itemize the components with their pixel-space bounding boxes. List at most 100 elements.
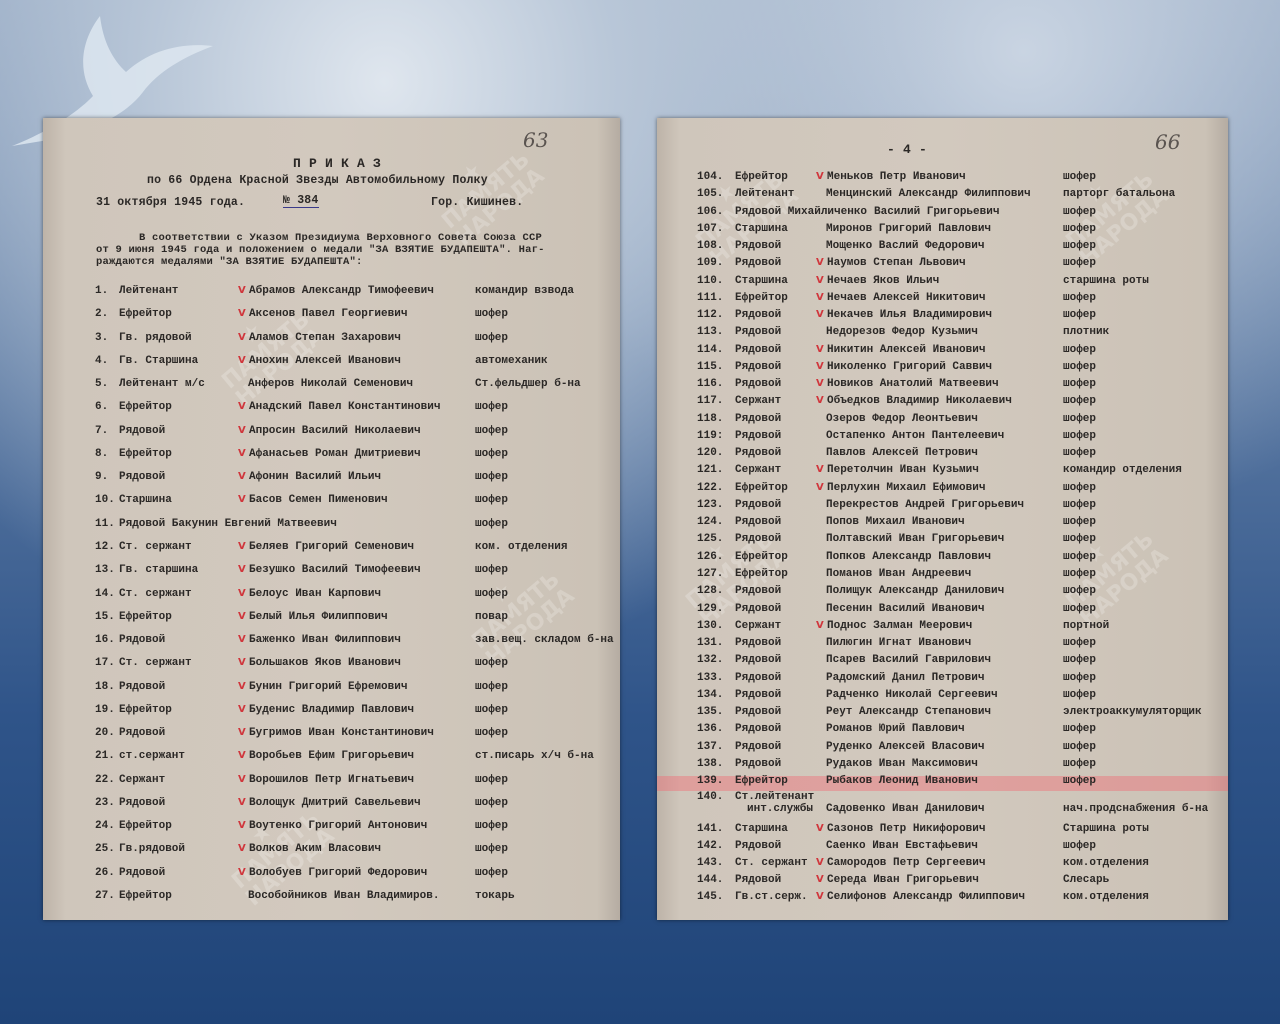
row-position: шофер	[475, 657, 509, 670]
row-number: 122.	[697, 481, 724, 494]
table-row: 144. Рядовой Середа Иван Григорьевич Слесар…	[657, 874, 1228, 892]
red-checkmark-icon: V	[238, 354, 246, 366]
row-number: 26.	[95, 866, 115, 879]
row-name: Рудаков Иван Максимович	[826, 757, 978, 770]
table-row: 139. Ефрейтор Рыбаков Леонид Иванович шофер	[657, 775, 1228, 793]
red-checkmark-icon: V	[816, 274, 824, 286]
table-row: 112. Рядовой Некачев Илья Владимирович шофе…	[657, 309, 1228, 327]
row-name: Абрамов Александр Тимофеевич	[249, 285, 434, 297]
table-row: 9. Рядовой Афонин Василий Ильич шофер V	[43, 471, 620, 489]
table-row: 4. Гв. Старшина Анохин Алексей Иванович авт…	[43, 355, 620, 373]
row-number: 13.	[95, 564, 115, 577]
row-number: 11.	[95, 517, 115, 530]
row-rank: Лейтенант м/с	[119, 378, 205, 391]
row-rank: Рядовой	[735, 360, 782, 373]
row-position: парторг батальона	[1063, 188, 1176, 201]
red-checkmark-icon: V	[238, 773, 246, 785]
row-rank: Рядовой	[119, 727, 166, 740]
row-rank: Рядовой	[119, 471, 166, 484]
document-page-right[interactable]: ★ ПАМЯТЬ НАРОДА ★ ПАМЯТЬ НАРОДА ★ ПАМЯТЬ НАРОД…	[657, 118, 1228, 920]
row-name: Перекрестов Андрей Григорьевич	[826, 498, 1025, 511]
row-position: шофер	[1063, 291, 1097, 304]
red-checkmark-icon: V	[816, 481, 824, 493]
row-rank: Рядовой	[119, 796, 166, 809]
table-row: 11. Рядовой Бакунин Евгений Матвеевич шофе…	[43, 518, 620, 536]
table-row: 138. Рядовой Рудаков Иван Максимович шофер	[657, 758, 1228, 776]
red-checkmark-icon: V	[238, 820, 246, 832]
row-name: Бугримов Иван Константинович	[249, 727, 434, 740]
intro-line: от 9 июня 1945 года и положением о медал…	[96, 244, 545, 256]
row-position: шофер	[1063, 637, 1097, 650]
row-rank: Рядовой	[735, 429, 782, 442]
row-position: электроаккумуляторщик	[1063, 706, 1202, 719]
row-position: шофер	[475, 494, 509, 507]
document-page-left[interactable]: ★ ПАМЯТЬ НАРОДА ★ ПАМЯТЬ НАРОДА ★ ПАМЯТЬ НАРОД…	[43, 118, 620, 920]
table-row: 125. Рядовой Полтавский Иван Григорьевич шо…	[657, 533, 1228, 551]
red-checkmark-icon: V	[238, 843, 246, 855]
row-name: Василий Григорьевич	[874, 205, 1000, 218]
row-name: Анадский Павел Константинович	[249, 401, 441, 414]
row-name: Николенко Григорий Саввич	[827, 360, 993, 373]
row-rank: Рядовой	[735, 637, 782, 650]
row-number: 145.	[697, 891, 724, 903]
row-rank: Рядовой	[735, 585, 782, 598]
row-rank: Рядовой	[735, 257, 782, 270]
table-row: 109. Рядовой Наумов Степан Львович шофер V	[657, 257, 1228, 275]
row-name: Меньков Петр Иванович	[827, 171, 966, 183]
row-number: 142.	[697, 840, 724, 852]
red-checkmark-icon: V	[816, 309, 824, 321]
row-number: 133.	[697, 671, 724, 684]
row-name: Волощук Дмитрий Савельевич	[249, 796, 421, 809]
row-position: шофер	[475, 331, 509, 344]
row-position: командир отделения	[1063, 464, 1182, 477]
row-position: шофер	[1063, 240, 1097, 253]
table-row: 122. Ефрейтор Перлухин Михаил Ефимович шофе…	[657, 482, 1228, 500]
table-row: 6. Ефрейтор Анадский Павел Константинович ш…	[43, 401, 620, 419]
row-position: шофер	[1063, 550, 1097, 563]
row-number: 17.	[95, 657, 115, 670]
row-number: 25.	[95, 843, 115, 856]
row-position: шофер	[475, 564, 509, 577]
red-checkmark-icon: V	[238, 634, 246, 646]
row-number: 126.	[697, 550, 724, 563]
dove-logo-icon	[12, 16, 213, 146]
row-name: Анферов Николай Семенович	[248, 378, 414, 391]
table-row: 117. Сержант Объедков Владимир Николаевич ш…	[657, 395, 1228, 413]
table-row: 27. Ефрейтор Вособойников Иван Владимиров.…	[43, 890, 620, 908]
row-name: Сaенко Иван Евстафьевич	[826, 840, 978, 852]
red-checkmark-icon: V	[238, 308, 246, 320]
red-checkmark-icon: V	[238, 447, 246, 459]
row-number: 12.	[95, 540, 115, 553]
row-number: 2.	[95, 308, 109, 321]
row-position: ст.писарь х/ч б-на	[475, 750, 594, 763]
row-number: 130.	[697, 619, 724, 632]
row-number: 135.	[697, 706, 724, 719]
table-row: 1. Лейтенант Абрамов Александр Тимофеевич к…	[43, 285, 620, 303]
red-checkmark-icon: V	[816, 257, 824, 269]
row-number: 116.	[697, 378, 724, 391]
table-row: 141. Старшина Сазонов Петр Никифорович Стар…	[657, 823, 1228, 841]
table-row: 108. Рядовой Мощенко Васлий Федорович шофер	[657, 240, 1228, 258]
row-number: 107.	[697, 222, 724, 235]
row-name: Павлов Алексей Петрович	[826, 447, 978, 460]
row-rank: Гв. старшина	[119, 564, 199, 577]
red-checkmark-icon: V	[816, 360, 824, 372]
red-checkmark-icon: V	[816, 619, 824, 631]
row-name: Басов Семен Пименович	[249, 494, 388, 507]
row-number: 104.	[697, 171, 724, 183]
row-name: Буденис Владимир Павлович	[249, 703, 415, 716]
row-number: 129.	[697, 602, 724, 615]
row-rank: Гв. Старшина	[119, 354, 199, 367]
red-checkmark-icon: V	[816, 464, 824, 476]
table-row: 137. Рядовой Руденко Алексей Власович шофер	[657, 741, 1228, 759]
row-position: шофер	[1063, 257, 1097, 270]
row-rank: Рядовой	[735, 516, 782, 529]
row-position: шофер	[475, 680, 509, 693]
row-position: шофер	[475, 401, 509, 414]
row-number: 3.	[95, 331, 109, 344]
row-number: 112.	[697, 309, 724, 322]
row-name: Нечаев Алексей Никитович	[827, 291, 986, 304]
table-row: 133. Рядовой Радомский Данил Петрович шофер	[657, 672, 1228, 690]
row-name: Некачев Илья Владимирович	[827, 309, 993, 322]
table-row: 26. Рядовой Волобуев Григорий Федорович шоф…	[43, 867, 620, 885]
